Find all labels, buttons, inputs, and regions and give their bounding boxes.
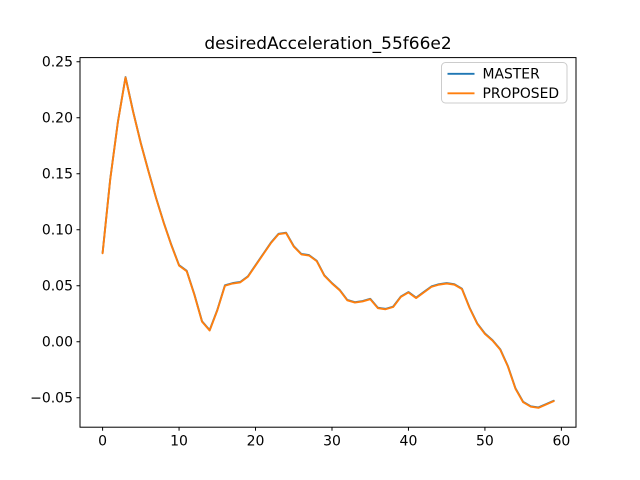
- y-tick-label: 0.00: [42, 335, 73, 351]
- y-tick-label: 0.15: [42, 167, 73, 183]
- proposed-line: [101, 76, 555, 409]
- axes-box: [79, 57, 577, 428]
- x-tick-label: 60: [552, 434, 570, 450]
- x-tick-label: 10: [170, 434, 188, 450]
- chart-title: desiredAcceleration_55f66e2: [204, 34, 451, 54]
- y-axis: −0.05 0.00 0.05 0.10 0.15 0.20 0.25: [30, 55, 80, 407]
- x-axis: 0 10 20 30 40 50 60: [98, 427, 570, 450]
- y-tick-label: 0.10: [42, 223, 73, 239]
- x-tick-label: 40: [400, 434, 418, 450]
- legend: MASTER PROPOSED: [441, 62, 568, 104]
- y-tick-label: −0.05: [30, 391, 73, 407]
- series-lines: [101, 76, 555, 409]
- y-tick-label: 0.25: [42, 55, 73, 71]
- y-tick-label: 0.20: [42, 111, 73, 127]
- x-tick-label: 50: [476, 434, 494, 450]
- x-tick-label: 30: [323, 434, 341, 450]
- legend-label-proposed: PROPOSED: [483, 86, 560, 102]
- x-tick-label: 0: [98, 434, 107, 450]
- x-tick-label: 20: [247, 434, 265, 450]
- y-tick-label: 0.05: [42, 279, 73, 295]
- legend-label-master: MASTER: [483, 67, 541, 83]
